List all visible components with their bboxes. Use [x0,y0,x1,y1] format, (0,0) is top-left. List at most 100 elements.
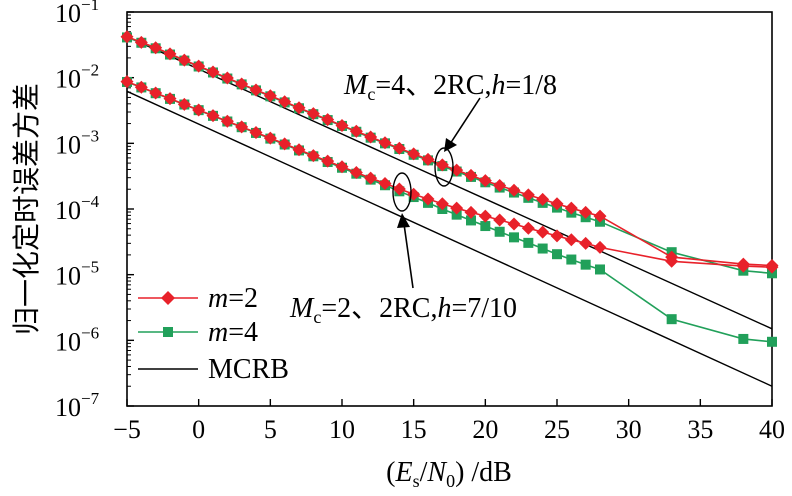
annotation-upper-h: h [491,70,505,101]
lower-annotation-arrow [397,213,414,289]
x-tick-label: 20 [472,415,498,444]
data-point-diamond [507,217,521,231]
x-tick-label: 40 [759,415,785,444]
data-point-diamond [292,101,306,115]
data-point-diamond [263,89,277,103]
annotation-lower-rest1: =2、2RC, [321,293,437,324]
data-point-square [466,215,476,226]
xlabel-n: N [426,457,447,488]
annotation-lower: Mc=2、2RC,h=7/10 [289,293,517,327]
legend-square-marker [163,327,173,337]
legend-m2-rest: =2 [228,283,258,314]
data-point-diamond [450,201,464,215]
xlabel-zero: 0 [446,471,455,491]
series-m2-lower [120,75,779,274]
data-point-diamond [378,136,392,150]
y-tick-label: 10−3 [55,126,99,159]
data-point-diamond [321,154,335,168]
data-point-diamond [206,109,220,123]
x-axis-label: (Es/N0) /dB [386,457,512,491]
data-point-diamond [278,137,292,151]
data-point-diamond [665,254,679,268]
xlabel-close: ) [455,457,464,488]
data-point-diamond [278,95,292,109]
data-point-diamond [335,118,349,132]
legend-m4-rest: =4 [228,317,258,348]
data-point-diamond [220,71,234,85]
svg-text:m=4: m=4 [208,317,258,348]
data-point-diamond [435,158,449,172]
data-point-diamond [536,192,550,206]
data-point-square [451,209,462,220]
data-point-diamond [765,260,779,274]
data-point-diamond [163,47,177,61]
axis-ticks: −5 0 5 10 15 20 25 30 35 40 10−1 10−2 10−3 10−4 10−5 10… [55,0,785,444]
data-point-diamond [134,35,148,49]
xlabel-unit: /dB [464,457,511,488]
data-point-square [767,336,777,347]
data-point-diamond [263,131,277,145]
data-point-diamond [335,160,349,174]
annotation-lower-sub: c [313,307,321,327]
x-tick-label: 5 [264,415,277,444]
data-point-diamond [292,143,306,157]
series-m2-upper [120,30,779,272]
y-tick-label: 10−2 [55,61,99,94]
y-tick-label: 10−4 [55,192,100,225]
data-point-diamond [421,192,435,206]
data-point-diamond [163,92,177,106]
data-point-diamond [149,41,163,55]
data-point-square [537,243,548,254]
data-point-diamond [521,188,535,202]
annotation-upper-m: M [343,70,369,101]
data-point-diamond [321,113,335,127]
x-tick-label: −5 [113,415,141,444]
data-point-diamond [120,75,134,89]
data-point-diamond [392,182,406,196]
x-tick-label: 15 [401,415,427,444]
data-point-diamond [507,183,521,197]
data-point-square [552,249,562,260]
data-point-diamond [478,174,492,188]
x-tick-label: 10 [329,415,355,444]
data-point-square [738,333,749,344]
legend: m=2 m=4 MCRB [138,283,289,385]
legend-m2-var: m [208,283,228,314]
annotation-lower-h: h [437,293,451,324]
series-line [126,90,773,387]
annotation-upper-rest2: =1/8 [505,70,557,101]
annotation-upper: Mc=4、2RC,h=1/8 [343,70,557,104]
data-point-diamond [177,53,191,67]
data-point-diamond [407,147,421,161]
data-point-square [595,264,605,275]
data-point-square [566,254,577,265]
data-point-diamond [564,233,578,247]
data-point-diamond [593,240,607,254]
data-point-diamond [249,126,263,140]
data-point-diamond [550,229,564,243]
legend-item-m2: m=2 [138,283,258,314]
data-point-diamond [579,205,593,219]
annotation-lower-rest2: =7/10 [451,293,517,324]
lower-group-ellipse [392,172,412,212]
legend-item-m4: m=4 [138,317,258,348]
data-point-diamond [736,259,750,273]
data-point-diamond [306,107,320,121]
data-point-diamond [235,120,249,134]
data-point-diamond [192,103,206,117]
xlabel-slash: / [420,457,428,488]
annotation-lower-m: M [289,293,315,324]
y-tick-label: 10−6 [55,323,99,356]
data-point-square [494,226,505,237]
y-tick-label: 10−1 [55,0,99,28]
data-point-diamond [349,124,363,138]
data-point-diamond [550,197,564,211]
data-point-diamond [220,114,234,128]
upper-annotation-arrow [444,97,481,152]
x-tick-label: 0 [192,415,205,444]
data-point-diamond [192,59,206,73]
data-point-square [523,237,534,248]
data-point-diamond [177,97,191,111]
data-point-diamond [493,213,507,227]
